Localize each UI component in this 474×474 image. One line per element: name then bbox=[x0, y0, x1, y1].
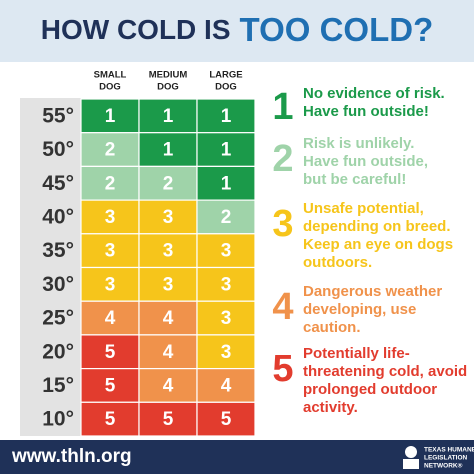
temperature: 30° bbox=[42, 273, 74, 296]
footer-bar bbox=[0, 440, 474, 474]
risk-cell bbox=[80, 98, 140, 134]
risk-cell bbox=[196, 165, 256, 201]
risk-number: 2 bbox=[105, 173, 116, 194]
column-header: MEDIUM bbox=[149, 70, 188, 81]
risk-number: 5 bbox=[105, 342, 116, 363]
risk-number: 4 bbox=[105, 308, 116, 329]
level-number: 2 bbox=[272, 138, 293, 180]
risk-number: 1 bbox=[163, 140, 174, 161]
level-text: developing, use bbox=[303, 301, 416, 318]
level-text: depending on breed. bbox=[303, 218, 451, 235]
risk-number: 3 bbox=[221, 342, 232, 363]
level-text: outdoors. bbox=[303, 254, 372, 271]
risk-cell bbox=[196, 300, 256, 336]
column-header: DOG bbox=[157, 82, 179, 93]
logo-icon bbox=[403, 459, 419, 469]
risk-number: 5 bbox=[163, 409, 174, 430]
level-number: 3 bbox=[272, 203, 293, 245]
risk-cell bbox=[80, 334, 140, 370]
title: HOW COLD IS TOO COLD? bbox=[41, 11, 433, 48]
risk-cell bbox=[196, 401, 256, 437]
risk-cell bbox=[196, 199, 256, 235]
temperature: 45° bbox=[42, 172, 74, 195]
temp-column bbox=[20, 98, 81, 436]
logo bbox=[403, 446, 419, 469]
footer-org: NETWORK® bbox=[424, 462, 463, 470]
risk-cell bbox=[196, 334, 256, 370]
risk-number: 3 bbox=[163, 207, 174, 228]
temperature: 25° bbox=[42, 307, 74, 330]
column-header: SMALL bbox=[94, 70, 127, 81]
logo-icon bbox=[405, 446, 417, 458]
risk-cell bbox=[196, 132, 256, 167]
temperature: 40° bbox=[42, 205, 74, 228]
risk-cell bbox=[138, 334, 198, 370]
risk-cell bbox=[138, 199, 198, 235]
risk-cell bbox=[80, 266, 140, 302]
risk-number: 4 bbox=[163, 342, 174, 363]
risk-number: 4 bbox=[163, 308, 174, 329]
risk-number: 5 bbox=[221, 409, 232, 430]
risk-number: 3 bbox=[163, 241, 174, 262]
level-text: Potentially life- bbox=[303, 345, 410, 362]
risk-number: 3 bbox=[163, 274, 174, 295]
level-number: 4 bbox=[272, 286, 293, 328]
level-text: Keep an eye on dogs bbox=[303, 236, 453, 253]
risk-number: 2 bbox=[163, 173, 174, 194]
risk-cell bbox=[196, 98, 256, 134]
risk-number: 2 bbox=[105, 140, 116, 161]
risk-number: 4 bbox=[221, 375, 232, 396]
footer-org: TEXAS HUMANE bbox=[424, 447, 474, 454]
level-text: Risk is unlikely. bbox=[303, 135, 414, 152]
column-header: LARGE bbox=[209, 70, 242, 81]
level-number: 1 bbox=[272, 86, 293, 128]
temperature: 10° bbox=[42, 408, 74, 431]
risk-cell bbox=[80, 165, 140, 201]
temperature: 20° bbox=[42, 340, 74, 363]
level-text: prolonged outdoor bbox=[303, 381, 437, 398]
risk-number: 1 bbox=[105, 106, 116, 127]
level-text: threatening cold, avoid bbox=[303, 363, 467, 380]
risk-cell bbox=[80, 368, 140, 403]
footer-url: www.thln.org bbox=[11, 446, 132, 467]
temperature: 55° bbox=[42, 104, 74, 127]
risk-number: 4 bbox=[163, 375, 174, 396]
level-number: 5 bbox=[272, 348, 293, 390]
risk-number: 3 bbox=[221, 241, 232, 262]
risk-number: 1 bbox=[221, 140, 232, 161]
temperature: 15° bbox=[42, 374, 74, 397]
level-text: No evidence of risk. bbox=[303, 85, 445, 102]
level-text: Have fun outside, bbox=[303, 153, 428, 170]
title-start: HOW COLD IS bbox=[41, 14, 231, 45]
level-text: Dangerous weather bbox=[303, 283, 442, 300]
risk-number: 1 bbox=[221, 173, 232, 194]
temperature: 35° bbox=[42, 239, 74, 262]
column-header: DOG bbox=[215, 82, 237, 93]
risk-number: 3 bbox=[105, 207, 116, 228]
title-emphasis: TOO COLD? bbox=[240, 11, 434, 48]
risk-number: 2 bbox=[221, 207, 232, 228]
temperature: 50° bbox=[42, 138, 74, 161]
column-header: DOG bbox=[99, 82, 121, 93]
risk-number: 3 bbox=[221, 274, 232, 295]
risk-number: 5 bbox=[105, 375, 116, 396]
risk-cell bbox=[80, 300, 140, 336]
risk-number: 3 bbox=[221, 308, 232, 329]
risk-number: 1 bbox=[221, 106, 232, 127]
level-text: Unsafe potential, bbox=[303, 200, 424, 217]
risk-number: 3 bbox=[105, 274, 116, 295]
level-text: Have fun outside! bbox=[303, 103, 429, 120]
title-bar bbox=[0, 0, 474, 62]
level-text: caution. bbox=[303, 319, 361, 336]
risk-number: 3 bbox=[105, 241, 116, 262]
risk-cell bbox=[196, 233, 256, 269]
risk-number: 5 bbox=[105, 409, 116, 430]
level-text: but be careful! bbox=[303, 171, 406, 188]
level-text: activity. bbox=[303, 399, 358, 416]
risk-cell bbox=[138, 165, 198, 201]
risk-number: 1 bbox=[163, 106, 174, 127]
footer-org: LEGISLATION bbox=[424, 455, 468, 462]
